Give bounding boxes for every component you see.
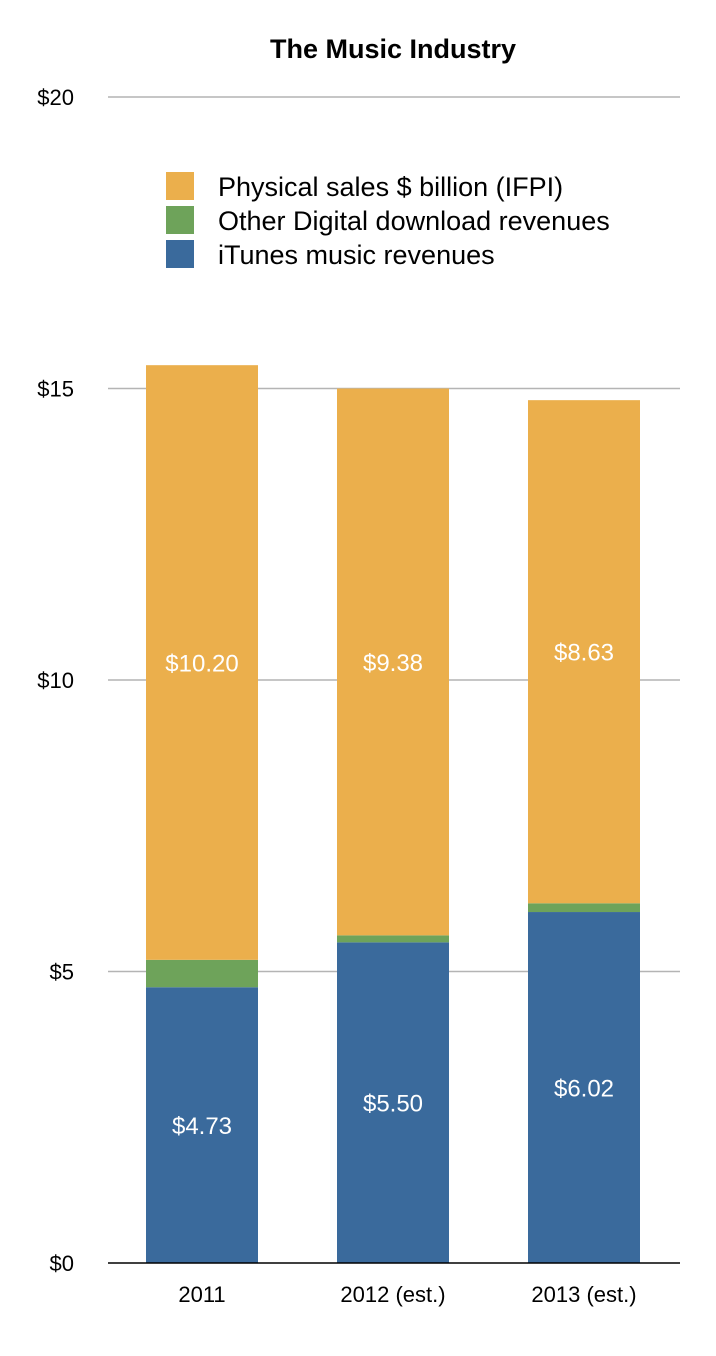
bar-segment bbox=[528, 400, 640, 904]
bar-segment bbox=[528, 912, 640, 1263]
y-axis-tick-labels: $0 $5 $10 $15 $20 bbox=[37, 85, 74, 1276]
data-label: $5.50 bbox=[363, 1091, 423, 1118]
legend-swatch bbox=[166, 172, 194, 200]
bar-segment bbox=[337, 942, 449, 1263]
x-axis-tick-labels: 2011 2012 (est.) 2013 (est.) bbox=[178, 1282, 636, 1307]
y-tick-label: $5 bbox=[50, 960, 74, 985]
y-tick-label: $15 bbox=[37, 377, 74, 402]
bar-segment bbox=[146, 987, 258, 1263]
bar-segment bbox=[337, 388, 449, 936]
legend-swatch bbox=[166, 240, 194, 268]
data-label: $6.02 bbox=[554, 1076, 614, 1103]
legend-swatch bbox=[166, 206, 194, 234]
bar-segment bbox=[146, 959, 258, 988]
y-tick-label: $10 bbox=[37, 668, 74, 693]
x-tick-label: 2012 (est.) bbox=[340, 1282, 445, 1307]
data-labels: $4.73 $10.20 $5.50 $9.38 $6.02 $8.63 bbox=[165, 640, 614, 1140]
legend-label: iTunes music revenues bbox=[218, 240, 495, 270]
data-label: $8.63 bbox=[554, 640, 614, 667]
x-tick-label: 2011 bbox=[178, 1282, 225, 1307]
bar-segment bbox=[337, 935, 449, 943]
legend-label: Other Digital download revenues bbox=[218, 206, 610, 236]
bar-segment bbox=[528, 903, 640, 913]
chart-title: The Music Industry bbox=[270, 34, 516, 64]
bars bbox=[146, 365, 640, 1263]
data-label: $9.38 bbox=[363, 650, 423, 677]
data-label: $4.73 bbox=[172, 1113, 232, 1140]
y-tick-label: $20 bbox=[37, 85, 74, 110]
bar-segment bbox=[146, 365, 258, 960]
data-label: $10.20 bbox=[165, 651, 238, 678]
y-tick-label: $0 bbox=[50, 1251, 74, 1276]
legend-label: Physical sales $ billion (IFPI) bbox=[218, 172, 563, 202]
legend: Physical sales $ billion (IFPI) Other Dig… bbox=[166, 172, 610, 270]
x-tick-label: 2013 (est.) bbox=[531, 1282, 636, 1307]
